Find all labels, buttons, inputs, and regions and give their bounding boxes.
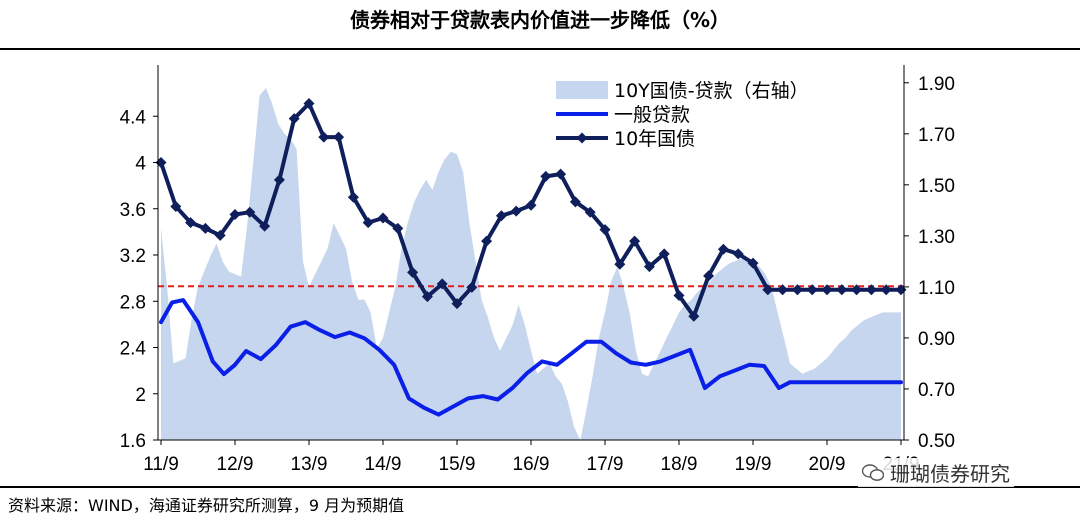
left-tick-label: 3.2 bbox=[120, 246, 146, 267]
bond-point bbox=[495, 210, 507, 222]
bond-point bbox=[658, 248, 670, 260]
bond-point bbox=[303, 98, 315, 110]
bond-point bbox=[347, 191, 359, 203]
bond-point bbox=[717, 243, 729, 255]
right-tick-label: 1.30 bbox=[918, 227, 955, 248]
right-tick-label: 1.50 bbox=[918, 176, 955, 197]
bond-point bbox=[333, 131, 345, 143]
bond-point bbox=[747, 257, 759, 269]
x-tick-label: 11/9 bbox=[143, 454, 179, 475]
bond-point bbox=[214, 229, 226, 241]
right-tick-label: 0.50 bbox=[918, 431, 955, 452]
bond-point bbox=[288, 113, 300, 125]
legend-marker-bond bbox=[576, 132, 588, 144]
x-tick-label: 13/9 bbox=[291, 454, 328, 475]
line-series-loan bbox=[159, 298, 903, 417]
bond-point bbox=[451, 298, 463, 310]
bond-point bbox=[777, 284, 789, 296]
bond-point bbox=[436, 278, 448, 290]
bond-point bbox=[895, 284, 907, 296]
bond-point bbox=[614, 258, 626, 270]
left-tick-label: 2.4 bbox=[120, 339, 147, 360]
bond-point bbox=[259, 220, 271, 232]
bond-point bbox=[170, 200, 182, 212]
left-tick-label: 3.6 bbox=[120, 200, 146, 221]
bond-point bbox=[273, 174, 285, 186]
legend-label: 10Y国债-贷款（右轴） bbox=[614, 80, 809, 102]
bond-point bbox=[673, 289, 685, 301]
bond-point bbox=[865, 284, 877, 296]
left-tick-label: 4.4 bbox=[120, 107, 147, 128]
bond-point bbox=[199, 222, 211, 234]
bond-point bbox=[540, 170, 552, 182]
wechat-icon bbox=[862, 463, 884, 481]
bond-point bbox=[732, 248, 744, 260]
legend-label: 一般贷款 bbox=[614, 104, 690, 126]
right-tick-label: 1.70 bbox=[918, 125, 955, 146]
bond-point bbox=[185, 217, 197, 229]
x-tick-label: 20/9 bbox=[809, 454, 846, 475]
right-tick-label: 1.10 bbox=[918, 278, 955, 299]
bond-point bbox=[421, 291, 433, 303]
chart-title: 债券相对于贷款表内价值进一步降低（%） bbox=[349, 8, 731, 32]
legend-label: 10年国债 bbox=[614, 128, 695, 150]
bond-point bbox=[629, 235, 641, 247]
bond-point bbox=[821, 284, 833, 296]
bond-point bbox=[851, 284, 863, 296]
source-note: 资料来源：WIND，海通证券研究所测算，9 月为预期值 bbox=[8, 496, 405, 515]
bond-point bbox=[392, 222, 404, 234]
bond-point bbox=[806, 284, 818, 296]
watermark: 珊瑚债券研究 bbox=[858, 458, 1014, 487]
bond-point bbox=[688, 310, 700, 322]
area-series-layer bbox=[161, 87, 901, 441]
bond-point bbox=[362, 217, 374, 229]
bond-point bbox=[407, 266, 419, 278]
bond-point bbox=[555, 168, 567, 180]
right-tick-label: 0.70 bbox=[918, 380, 955, 401]
x-tick-label: 18/9 bbox=[661, 454, 698, 475]
bond-point bbox=[466, 281, 478, 293]
legend-swatch-area bbox=[556, 81, 608, 99]
right-tick-label: 0.90 bbox=[918, 329, 955, 350]
bond-series-layer bbox=[155, 98, 907, 322]
bond-point bbox=[703, 270, 715, 282]
x-tick-label: 15/9 bbox=[439, 454, 476, 475]
left-tick-label: 1.6 bbox=[120, 431, 146, 452]
watermark-text: 珊瑚债券研究 bbox=[890, 462, 1010, 486]
bond-point bbox=[880, 284, 892, 296]
loan-series-layer bbox=[159, 298, 903, 417]
bond-point bbox=[525, 199, 537, 211]
bond-point bbox=[569, 196, 581, 208]
bond-point bbox=[510, 205, 522, 217]
bond-point bbox=[836, 284, 848, 296]
area-series-spread bbox=[161, 87, 901, 441]
x-tick-label: 17/9 bbox=[587, 454, 624, 475]
bond-point bbox=[791, 284, 803, 296]
bond-point bbox=[244, 206, 256, 218]
axes-layer: 1.6 2 2.4 2.8 3.2 3.6 4 4.4 0.50 0.70 0.90 1.10 1.30… bbox=[120, 65, 955, 475]
x-tick-label: 14/9 bbox=[365, 454, 402, 475]
footer-divider bbox=[0, 486, 1080, 488]
bond-point bbox=[599, 224, 611, 236]
bond-point bbox=[318, 131, 330, 143]
bond-point bbox=[762, 284, 774, 296]
left-tick-label: 2 bbox=[135, 385, 146, 406]
bond-point bbox=[643, 261, 655, 273]
right-tick-label: 1.90 bbox=[918, 74, 955, 95]
x-tick-label: 19/9 bbox=[735, 454, 772, 475]
bond-point bbox=[584, 206, 596, 218]
bond-point bbox=[481, 235, 493, 247]
bond-point bbox=[377, 212, 389, 224]
bond-point bbox=[229, 209, 241, 221]
left-tick-label: 4 bbox=[135, 154, 146, 175]
x-tick-label: 16/9 bbox=[513, 454, 550, 475]
title-divider bbox=[0, 48, 1080, 50]
x-tick-label: 12/9 bbox=[217, 454, 254, 475]
chart-canvas: 1.6 2 2.4 2.8 3.2 3.6 4 4.4 0.50 0.70 0.90 1.10 1.30… bbox=[120, 65, 955, 475]
left-tick-label: 2.8 bbox=[120, 292, 146, 313]
